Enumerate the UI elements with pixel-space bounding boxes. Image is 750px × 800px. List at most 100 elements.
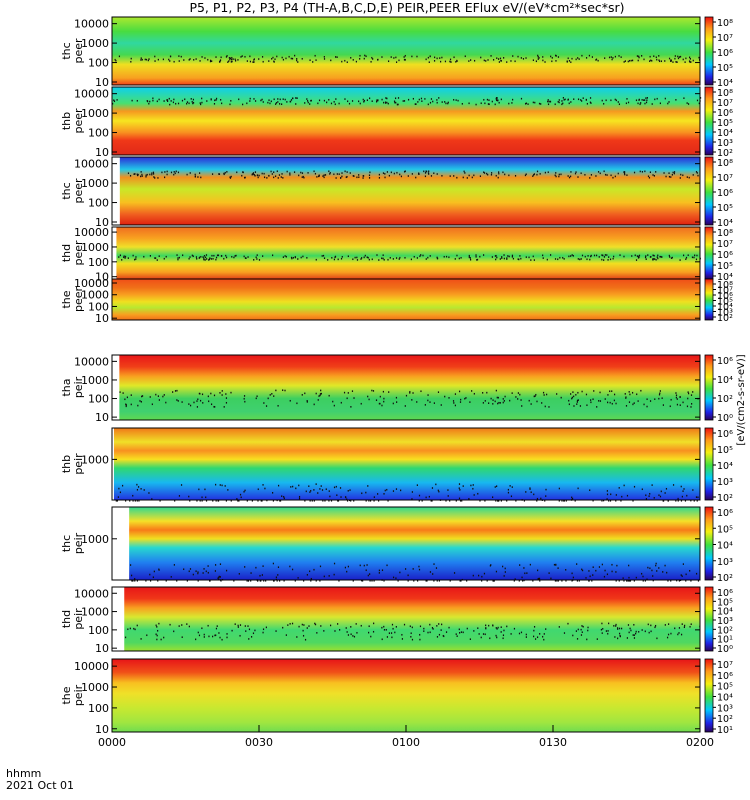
xtick-label: 0030 bbox=[245, 736, 273, 749]
xtick-label: 0200 bbox=[686, 736, 714, 749]
colorbar-tick-label: 10⁶ bbox=[717, 291, 733, 302]
colorbar-tick-label: 10⁸ bbox=[717, 18, 733, 29]
xtick-label: 0000 bbox=[98, 736, 126, 749]
colorbar-tick-label: 10⁷ bbox=[717, 286, 733, 297]
colorbar bbox=[704, 278, 714, 321]
flux-fill bbox=[112, 17, 700, 85]
colorbar-tick-label: 10⁸ bbox=[717, 158, 733, 169]
colorbar-tick-label: 10⁸ bbox=[717, 228, 733, 239]
ytick-label: 1000 bbox=[81, 37, 109, 50]
ytick-label: 1000 bbox=[81, 374, 109, 387]
colorbar-tick-label: 10⁷ bbox=[717, 173, 733, 184]
panel-frame bbox=[111, 586, 701, 652]
colorbar-tick-label: 10⁴ bbox=[717, 128, 733, 139]
ytick-label: 10 bbox=[95, 146, 109, 159]
colorbar-tick-label: 10⁴ bbox=[717, 218, 733, 229]
ytick-label: 10 bbox=[95, 271, 109, 284]
panel-frame bbox=[111, 156, 701, 226]
boundary-trace bbox=[129, 562, 700, 582]
colorbar-tick-label: 10² bbox=[717, 493, 733, 504]
panel-frame bbox=[111, 16, 701, 86]
ytick-label: 10000 bbox=[74, 88, 109, 101]
panel-frame bbox=[111, 427, 701, 501]
ytick-label: 1000 bbox=[81, 681, 109, 694]
colorbar-tick-label: 10⁷ bbox=[717, 660, 733, 671]
panel-ylabel: thc bbox=[60, 182, 73, 199]
colorbar-tick-label: 10⁷ bbox=[717, 239, 733, 250]
colorbar-tick-label: 10² bbox=[717, 313, 733, 324]
colorbar bbox=[704, 226, 714, 280]
ytick-label: 1000 bbox=[81, 289, 109, 302]
colorbar-tick-label: 10⁷ bbox=[717, 98, 733, 109]
colorbar-tick-label: 10¹ bbox=[717, 635, 733, 646]
panel-ylabel: peir bbox=[72, 453, 85, 475]
colorbar bbox=[704, 427, 714, 501]
colorbar-tick-label: 10⁶ bbox=[717, 356, 733, 367]
panel-ylabel: the bbox=[60, 290, 73, 308]
colorbar-tick-label: 10⁷ bbox=[717, 33, 733, 44]
colorbar-tick-label: 10⁰ bbox=[717, 644, 733, 655]
flux-fill bbox=[112, 279, 700, 320]
colorbar-tick-label: 10⁴ bbox=[717, 607, 733, 618]
colorbar-caption: [eV/(cm2-s-sr-eV)] bbox=[736, 354, 747, 445]
ytick-label: 10000 bbox=[74, 587, 109, 600]
colorbar-tick-label: 10² bbox=[717, 394, 733, 405]
panel-ylabel: peer bbox=[72, 287, 85, 313]
boundary-trace bbox=[118, 254, 701, 261]
ytick-label: 10000 bbox=[74, 660, 109, 673]
colorbar bbox=[704, 86, 714, 156]
panel-ylabel: thb bbox=[60, 455, 73, 473]
panel-ylabel: the bbox=[60, 686, 73, 704]
ytick-label: 100 bbox=[88, 197, 109, 210]
footer-labels: hhmm 2021 Oct 01 bbox=[6, 768, 74, 792]
ytick-label: 1000 bbox=[81, 177, 109, 190]
ytick-label: 100 bbox=[88, 127, 109, 140]
boundary-trace bbox=[115, 483, 699, 502]
colorbar-tick-label: 10⁶ bbox=[717, 671, 733, 682]
ytick-label: 10 bbox=[95, 411, 109, 424]
colorbar-tick-label: 10⁸ bbox=[717, 280, 733, 291]
colorbar-tick-label: 10⁴ bbox=[717, 78, 733, 89]
colorbar-tick-label: 10¹ bbox=[717, 725, 733, 736]
panel-frame bbox=[111, 278, 701, 321]
colorbar-tick-label: 10⁴ bbox=[717, 375, 733, 386]
hhmm-label: hhmm bbox=[6, 767, 42, 780]
ytick-label: 1000 bbox=[81, 533, 109, 546]
colorbar-tick-label: 10⁵ bbox=[717, 445, 733, 456]
colorbar-tick-label: 10⁴ bbox=[717, 693, 733, 704]
flux-fill bbox=[119, 157, 701, 225]
ytick-label: 10 bbox=[95, 642, 109, 655]
colorbar-tick-label: 10⁵ bbox=[717, 297, 733, 308]
ytick-label: 10 bbox=[95, 723, 109, 736]
boundary-trace bbox=[127, 170, 699, 179]
panel-ylabel: tha bbox=[60, 378, 73, 396]
panel-ylabel: peer bbox=[72, 240, 85, 266]
panel-ylabel: thd bbox=[60, 244, 73, 262]
boundary-trace bbox=[114, 54, 701, 64]
ytick-label: 10000 bbox=[74, 277, 109, 290]
colorbar-tick-label: 10⁰ bbox=[717, 413, 733, 424]
ytick-label: 10000 bbox=[74, 226, 109, 239]
flux-fill bbox=[112, 659, 700, 732]
colorbar-tick-label: 10³ bbox=[717, 703, 733, 714]
spectrogram-panel: 1000 thb peir 10² 10³ 10⁴ 10⁵ 10⁶ bbox=[60, 427, 733, 504]
boundary-trace bbox=[119, 389, 699, 408]
flux-fill bbox=[119, 355, 701, 420]
panel-ylabel: peir bbox=[72, 532, 85, 554]
colorbar bbox=[704, 156, 714, 226]
flux-fill bbox=[112, 87, 700, 155]
colorbar-tick-label: 10⁶ bbox=[717, 429, 733, 440]
flux-fill bbox=[129, 507, 700, 580]
colorbar-tick-label: 10⁴ bbox=[717, 302, 733, 313]
colorbar-tick-label: 10⁵ bbox=[717, 203, 733, 214]
flux-fill bbox=[116, 227, 700, 279]
flux-fill bbox=[124, 587, 700, 651]
panel-ylabel: thc bbox=[60, 42, 73, 59]
boundary-trace bbox=[112, 97, 702, 106]
